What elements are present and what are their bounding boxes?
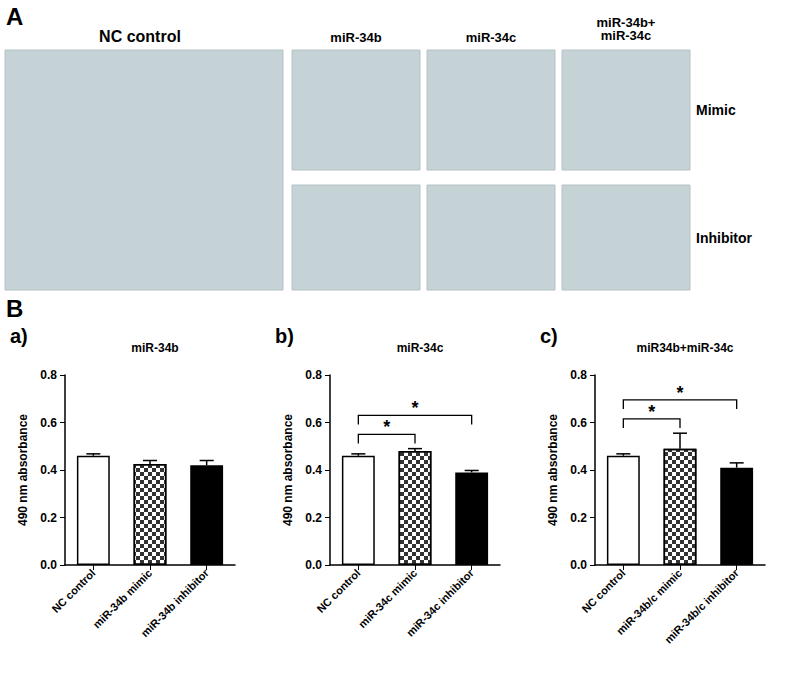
svg-text:0.6: 0.6 bbox=[305, 416, 322, 430]
svg-text:0.4: 0.4 bbox=[40, 463, 57, 477]
svg-text:miR-34b mimic: miR-34b mimic bbox=[91, 567, 155, 631]
svg-text:0.4: 0.4 bbox=[305, 463, 322, 477]
svg-text:0.8: 0.8 bbox=[40, 368, 57, 382]
svg-text:NC control: NC control bbox=[49, 567, 97, 615]
svg-text:miR-34b/c mimic: miR-34b/c mimic bbox=[614, 566, 685, 637]
svg-text:miR-34b+: miR-34b+ bbox=[596, 15, 656, 30]
svg-text:0.6: 0.6 bbox=[40, 416, 57, 430]
svg-text:*: * bbox=[411, 398, 418, 418]
svg-text:miR-34c mimic: miR-34c mimic bbox=[356, 567, 419, 630]
svg-text:0.8: 0.8 bbox=[570, 368, 587, 382]
svg-text:c): c) bbox=[540, 325, 558, 347]
svg-text:0.0: 0.0 bbox=[305, 558, 322, 572]
svg-text:NC control: NC control bbox=[314, 567, 362, 615]
svg-text:*: * bbox=[676, 383, 683, 403]
svg-text:0.0: 0.0 bbox=[40, 558, 57, 572]
svg-text:miR-34b inhibitor: miR-34b inhibitor bbox=[139, 566, 212, 639]
svg-text:miR-34b/c inhibitor: miR-34b/c inhibitor bbox=[662, 566, 741, 645]
svg-text:*: * bbox=[648, 402, 655, 422]
svg-text:0.4: 0.4 bbox=[570, 463, 587, 477]
svg-text:A: A bbox=[6, 3, 23, 30]
svg-text:B: B bbox=[6, 295, 23, 322]
svg-text:b): b) bbox=[275, 325, 294, 347]
svg-text:*: * bbox=[383, 417, 390, 437]
svg-text:0.2: 0.2 bbox=[40, 511, 57, 525]
svg-text:0.0: 0.0 bbox=[570, 558, 587, 572]
svg-text:Mimic: Mimic bbox=[696, 102, 736, 118]
svg-text:miR-34c: miR-34c bbox=[397, 341, 444, 355]
svg-text:Inhibitor: Inhibitor bbox=[696, 230, 753, 246]
svg-text:490 nm absorbance: 490 nm absorbance bbox=[281, 414, 295, 526]
svg-text:miR-34c: miR-34c bbox=[466, 30, 517, 45]
svg-text:miR-34c inhibitor: miR-34c inhibitor bbox=[404, 566, 476, 638]
svg-text:0.6: 0.6 bbox=[570, 416, 587, 430]
svg-text:0.2: 0.2 bbox=[570, 511, 587, 525]
svg-text:miR34b+miR-34c: miR34b+miR-34c bbox=[636, 341, 733, 355]
svg-text:miR-34b: miR-34b bbox=[330, 30, 381, 45]
svg-text:490 nm absorbance: 490 nm absorbance bbox=[546, 414, 560, 526]
svg-text:NC control: NC control bbox=[579, 567, 627, 615]
svg-text:miR-34c: miR-34c bbox=[601, 28, 652, 43]
svg-text:490 nm absorbance: 490 nm absorbance bbox=[16, 414, 30, 526]
svg-text:0.2: 0.2 bbox=[305, 511, 322, 525]
svg-text:0.8: 0.8 bbox=[305, 368, 322, 382]
svg-text:miR-34b: miR-34b bbox=[131, 341, 178, 355]
svg-text:NC control: NC control bbox=[99, 28, 181, 45]
svg-text:a): a) bbox=[10, 325, 28, 347]
